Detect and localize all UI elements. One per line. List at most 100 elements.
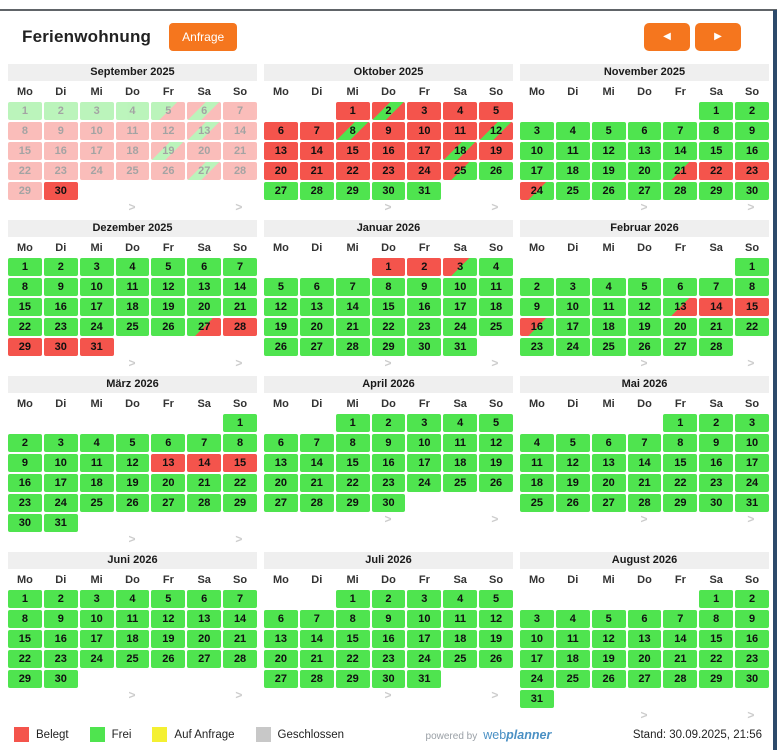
day-cell[interactable]: 2 <box>407 258 442 276</box>
day-cell[interactable]: 21 <box>299 650 334 668</box>
day-cell[interactable]: 8 <box>699 122 734 140</box>
chevron-right-icon[interactable]: > <box>747 356 755 370</box>
day-cell[interactable]: 5 <box>151 590 186 608</box>
day-cell[interactable]: 3 <box>520 610 554 628</box>
day-cell[interactable]: 9 <box>43 278 78 296</box>
day-cell[interactable]: 28 <box>699 338 734 356</box>
day-cell[interactable]: 23 <box>8 494 42 512</box>
day-cell[interactable]: 25 <box>115 318 150 336</box>
day-cell[interactable]: 10 <box>407 610 442 628</box>
day-cell[interactable]: 22 <box>699 650 734 668</box>
day-cell[interactable]: 28 <box>223 650 257 668</box>
day-cell[interactable]: 26 <box>591 182 626 200</box>
day-cell[interactable]: 13 <box>663 298 698 316</box>
day-cell[interactable]: 23 <box>735 162 769 180</box>
chevron-right-icon[interactable]: > <box>747 708 755 722</box>
day-cell[interactable]: 26 <box>591 670 626 688</box>
day-cell[interactable]: 13 <box>264 630 298 648</box>
day-cell[interactable]: 10 <box>407 434 442 452</box>
day-cell[interactable]: 25 <box>555 670 590 688</box>
day-cell[interactable]: 12 <box>151 610 186 628</box>
day-cell[interactable]: 29 <box>8 338 42 356</box>
day-cell[interactable]: 3 <box>735 414 769 432</box>
day-cell[interactable]: 3 <box>79 102 114 120</box>
day-cell[interactable]: 6 <box>264 610 298 628</box>
day-cell[interactable]: 19 <box>591 162 626 180</box>
day-cell[interactable]: 12 <box>591 142 626 160</box>
day-cell[interactable]: 27 <box>187 650 222 668</box>
day-cell[interactable]: 25 <box>115 162 150 180</box>
day-cell[interactable]: 21 <box>299 474 334 492</box>
day-cell[interactable]: 22 <box>8 650 42 668</box>
day-cell[interactable]: 1 <box>8 590 42 608</box>
day-cell[interactable]: 29 <box>8 670 42 688</box>
day-cell[interactable]: 16 <box>371 142 406 160</box>
day-cell[interactable]: 2 <box>735 102 769 120</box>
day-cell[interactable]: 18 <box>115 142 150 160</box>
day-cell[interactable]: 16 <box>735 630 769 648</box>
day-cell[interactable]: 1 <box>223 414 257 432</box>
day-cell[interactable]: 24 <box>520 670 554 688</box>
day-cell[interactable]: 27 <box>591 494 626 512</box>
chevron-right-icon[interactable]: > <box>384 688 392 702</box>
day-cell[interactable]: 4 <box>479 258 513 276</box>
day-cell[interactable]: 25 <box>591 338 626 356</box>
day-cell[interactable]: 21 <box>223 630 257 648</box>
day-cell[interactable]: 24 <box>407 474 442 492</box>
day-cell[interactable]: 13 <box>264 142 298 160</box>
day-cell[interactable]: 1 <box>371 258 406 276</box>
day-cell[interactable]: 18 <box>479 298 513 316</box>
day-cell[interactable]: 6 <box>187 258 222 276</box>
day-cell[interactable]: 14 <box>663 630 698 648</box>
chevron-right-icon[interactable]: > <box>747 200 755 214</box>
day-cell[interactable]: 20 <box>264 162 298 180</box>
day-cell[interactable]: 30 <box>43 338 78 356</box>
day-cell[interactable]: 14 <box>299 142 334 160</box>
day-cell[interactable]: 31 <box>407 182 442 200</box>
day-cell[interactable]: 11 <box>591 298 626 316</box>
day-cell[interactable]: 11 <box>479 278 513 296</box>
day-cell[interactable]: 25 <box>555 182 590 200</box>
day-cell[interactable]: 13 <box>264 454 298 472</box>
day-cell[interactable]: 3 <box>79 258 114 276</box>
day-cell[interactable]: 12 <box>627 298 662 316</box>
day-cell[interactable]: 20 <box>151 474 186 492</box>
day-cell[interactable]: 18 <box>79 474 114 492</box>
day-cell[interactable]: 8 <box>335 122 370 140</box>
day-cell[interactable]: 13 <box>151 454 186 472</box>
day-cell[interactable]: 30 <box>735 182 769 200</box>
day-cell[interactable]: 14 <box>223 278 257 296</box>
day-cell[interactable]: 22 <box>223 474 257 492</box>
day-cell[interactable]: 25 <box>443 162 478 180</box>
day-cell[interactable]: 21 <box>699 318 734 336</box>
day-cell[interactable]: 5 <box>479 590 513 608</box>
day-cell[interactable]: 23 <box>520 338 554 356</box>
day-cell[interactable]: 6 <box>264 122 298 140</box>
day-cell[interactable]: 31 <box>79 338 114 356</box>
day-cell[interactable]: 9 <box>371 434 406 452</box>
day-cell[interactable]: 8 <box>335 434 370 452</box>
day-cell[interactable]: 26 <box>264 338 298 356</box>
day-cell[interactable]: 24 <box>43 494 78 512</box>
day-cell[interactable]: 18 <box>115 630 150 648</box>
day-cell[interactable]: 30 <box>735 670 769 688</box>
day-cell[interactable]: 18 <box>443 142 478 160</box>
day-cell[interactable]: 10 <box>735 434 769 452</box>
day-cell[interactable]: 27 <box>627 670 662 688</box>
day-cell[interactable]: 4 <box>591 278 626 296</box>
day-cell[interactable]: 20 <box>187 630 222 648</box>
day-cell[interactable]: 24 <box>443 318 478 336</box>
day-cell[interactable]: 3 <box>407 102 442 120</box>
day-cell[interactable]: 10 <box>520 142 554 160</box>
day-cell[interactable]: 20 <box>299 318 334 336</box>
day-cell[interactable]: 13 <box>299 298 334 316</box>
day-cell[interactable]: 15 <box>335 454 370 472</box>
day-cell[interactable]: 9 <box>735 610 769 628</box>
chevron-right-icon[interactable]: > <box>491 200 499 214</box>
day-cell[interactable]: 28 <box>299 670 334 688</box>
day-cell[interactable]: 23 <box>371 650 406 668</box>
day-cell[interactable]: 21 <box>223 142 257 160</box>
day-cell[interactable]: 3 <box>407 414 442 432</box>
day-cell[interactable]: 8 <box>699 610 734 628</box>
day-cell[interactable]: 16 <box>699 454 734 472</box>
